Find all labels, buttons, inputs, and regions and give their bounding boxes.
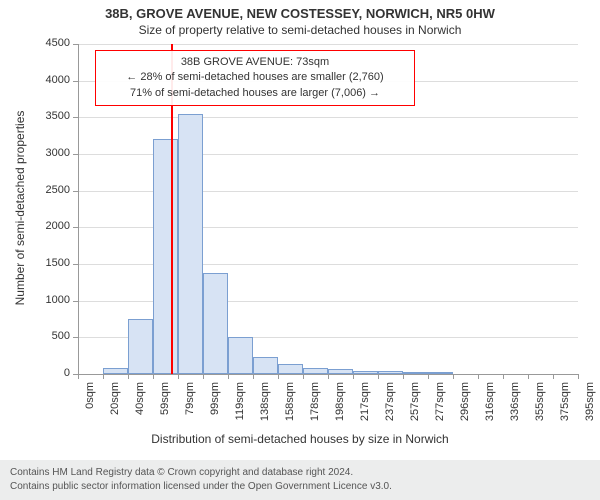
chart-subtitle: Size of property relative to semi-detach…	[0, 23, 600, 37]
histogram-bar	[253, 357, 278, 374]
y-tick-label: 2000	[0, 220, 70, 232]
histogram-bar	[353, 371, 378, 374]
info-line-1: 38B GROVE AVENUE: 73sqm	[104, 55, 406, 70]
x-tick-label: 375sqm	[559, 382, 571, 432]
histogram-bar	[328, 369, 353, 374]
x-tick-label: 277sqm	[434, 382, 446, 432]
y-tick-label: 2500	[0, 184, 70, 196]
x-tick-label: 355sqm	[534, 382, 546, 432]
info-line-2: ← 28% of semi-detached houses are smalle…	[104, 70, 406, 85]
x-tick-label: 158sqm	[284, 382, 296, 432]
histogram-bar	[428, 372, 453, 374]
y-tick-label: 0	[0, 367, 70, 379]
info-line-3: 71% of semi-detached houses are larger (…	[104, 86, 406, 101]
x-tick-label: 138sqm	[259, 382, 271, 432]
x-tick-label: 257sqm	[409, 382, 421, 432]
histogram-bar	[278, 364, 303, 374]
x-axis-title: Distribution of semi-detached houses by …	[0, 432, 600, 446]
x-tick-label: 59sqm	[159, 382, 171, 432]
y-axis-title: Number of semi-detached properties	[13, 98, 27, 318]
y-tick-label: 3500	[0, 110, 70, 122]
x-tick-label: 99sqm	[209, 382, 221, 432]
histogram-bar	[228, 337, 253, 374]
histogram-bar	[103, 368, 128, 374]
x-tick-label: 336sqm	[509, 382, 521, 432]
y-tick-label: 3000	[0, 147, 70, 159]
chart-container: 38B, GROVE AVENUE, NEW COSTESSEY, NORWIC…	[0, 0, 600, 500]
footer-line-1: Contains HM Land Registry data © Crown c…	[10, 466, 590, 480]
histogram-bar	[303, 368, 328, 374]
y-tick-label: 500	[0, 330, 70, 342]
x-tick-label: 316sqm	[484, 382, 496, 432]
chart-title: 38B, GROVE AVENUE, NEW COSTESSEY, NORWIC…	[0, 0, 600, 21]
histogram-bar	[403, 372, 428, 374]
x-tick-label: 79sqm	[184, 382, 196, 432]
x-tick-label: 237sqm	[384, 382, 396, 432]
x-tick-label: 0sqm	[84, 382, 96, 432]
footer: Contains HM Land Registry data © Crown c…	[0, 460, 600, 500]
histogram-bar	[203, 273, 228, 374]
histogram-bar	[128, 319, 153, 374]
x-tick-label: 395sqm	[584, 382, 596, 432]
x-tick-label: 296sqm	[459, 382, 471, 432]
histogram-bar	[153, 139, 178, 374]
y-tick-label: 1500	[0, 257, 70, 269]
histogram-bar	[378, 371, 403, 374]
y-tick-label: 1000	[0, 294, 70, 306]
footer-line-2: Contains public sector information licen…	[10, 480, 590, 494]
x-tick-label: 178sqm	[309, 382, 321, 432]
x-tick-label: 119sqm	[234, 382, 246, 432]
x-tick-label: 20sqm	[109, 382, 121, 432]
x-tick-label: 40sqm	[134, 382, 146, 432]
x-tick-label: 217sqm	[359, 382, 371, 432]
y-tick-label: 4000	[0, 74, 70, 86]
info-box: 38B GROVE AVENUE: 73sqm ← 28% of semi-de…	[95, 50, 415, 106]
y-tick-label: 4500	[0, 37, 70, 49]
x-tick-label: 198sqm	[334, 382, 346, 432]
histogram-bar	[178, 114, 203, 374]
